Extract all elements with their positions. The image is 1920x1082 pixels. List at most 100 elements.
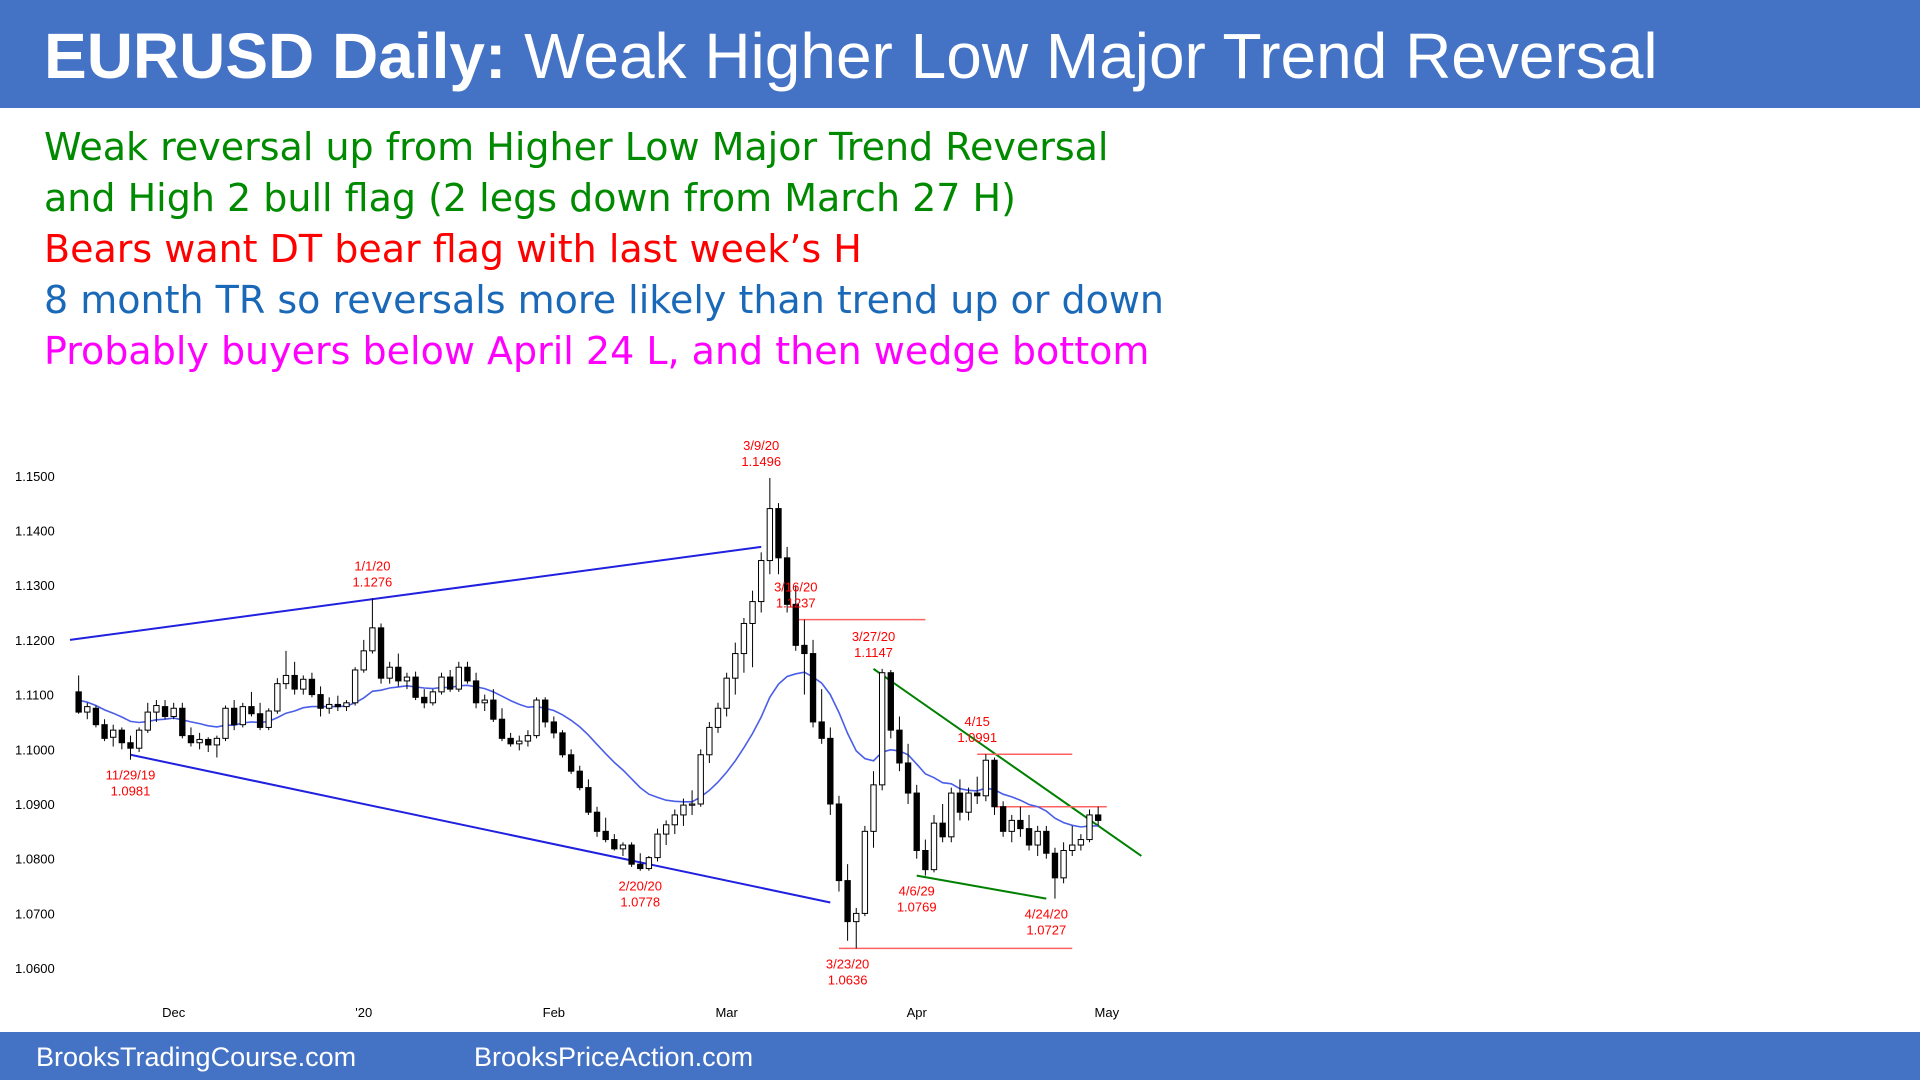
candle [559,730,566,758]
candle [351,667,359,706]
candle [377,623,385,684]
candle [300,675,307,695]
candle [170,702,177,720]
candle-body [723,677,730,709]
candle [542,697,549,728]
footer-site-left: BrooksTradingCourse.com [36,1042,357,1072]
candle-body [835,803,843,882]
x-axis: Dec '20 Feb Mar Apr May [162,1005,1119,1020]
candle [775,503,782,575]
candle-body [619,844,627,850]
candle-body [472,680,480,704]
candle [714,702,722,733]
candle-body [533,699,540,737]
y-tick-label: 1.1100 [15,688,54,703]
candle [144,702,151,733]
candle [853,907,860,949]
candle-body [697,754,704,805]
candle [360,639,367,673]
candle-body [991,759,998,808]
candle [308,672,316,698]
wedge-bottom-line [916,874,1047,900]
candle [533,697,540,739]
candle [256,702,264,731]
candle [403,672,411,690]
candle [265,708,272,731]
candle [792,585,799,651]
candle-body [516,740,523,745]
candle-body [714,707,722,728]
candle [118,727,126,750]
candle [84,702,91,720]
annotation-price: 1.0636 [828,972,868,987]
y-tick-label: 1.0800 [15,852,55,867]
candle [688,790,696,815]
annotation-price: 1.1147 [854,645,893,660]
y-tick-label: 1.0900 [15,797,55,812]
annotation-date: 2/20/20 [619,879,662,894]
candle [1077,834,1085,851]
candle [680,798,687,826]
candle-body [377,627,385,679]
candle-body [827,737,834,805]
candle [412,671,419,701]
candle [395,653,402,687]
candle-body [1043,830,1050,854]
candle-body [637,863,644,870]
candle-body [896,729,903,764]
title-bar: EURUSD Daily: Weak Higher Low Major Tren… [0,0,1920,108]
annotation-date: 3/9/20 [743,438,779,453]
candle [343,700,350,711]
candle [1043,825,1050,859]
candle-body [196,738,203,744]
candle-body [878,672,886,786]
candles [75,477,1102,949]
candle [697,749,704,807]
annotation-date: 1/1/20 [354,558,390,573]
candle-body [930,822,938,871]
y-axis: 1.1500 1.1400 1.1300 1.1200 1.1100 1.1000 1.09… [15,469,55,976]
candle [317,686,324,717]
x-tick-label: May [1095,1005,1120,1020]
candle-body [809,653,817,723]
candle [369,598,376,654]
candle [974,776,981,804]
candle [645,855,653,871]
title-symbol: EURUSD Daily: [44,20,507,92]
candle [421,689,428,709]
candle [429,689,437,706]
candle-body [922,850,929,871]
candle [196,732,203,750]
candle-body [144,711,151,731]
commentary-list: Weak reversal up from Higher Low Major T… [44,122,1164,377]
candle [567,749,575,774]
candle [446,669,454,692]
candle-body [792,603,799,646]
candle [628,842,635,867]
candle [913,784,920,859]
y-tick-label: 1.0700 [15,906,55,921]
candle-body [230,707,238,726]
candle [827,727,834,815]
candle [637,853,644,871]
candle [809,639,817,728]
candle-body [740,622,748,655]
commentary-line: Probably buyers below April 24 L, and th… [44,329,1150,373]
candle-body [783,557,791,605]
candle [982,754,990,802]
candle-body [662,824,670,835]
candle-body [213,737,221,746]
annotation-date: 4/15 [965,714,990,729]
candle [1025,814,1033,851]
annotation-price: 1.0769 [897,900,937,915]
candle [930,814,938,873]
candle-body [602,830,609,841]
candle [110,724,117,747]
candle-body [1086,814,1093,841]
candle [516,735,523,751]
candle [282,650,290,690]
candle-body [127,742,134,749]
candle [334,695,342,711]
candle-body [205,738,212,746]
candle-body [1025,828,1033,846]
